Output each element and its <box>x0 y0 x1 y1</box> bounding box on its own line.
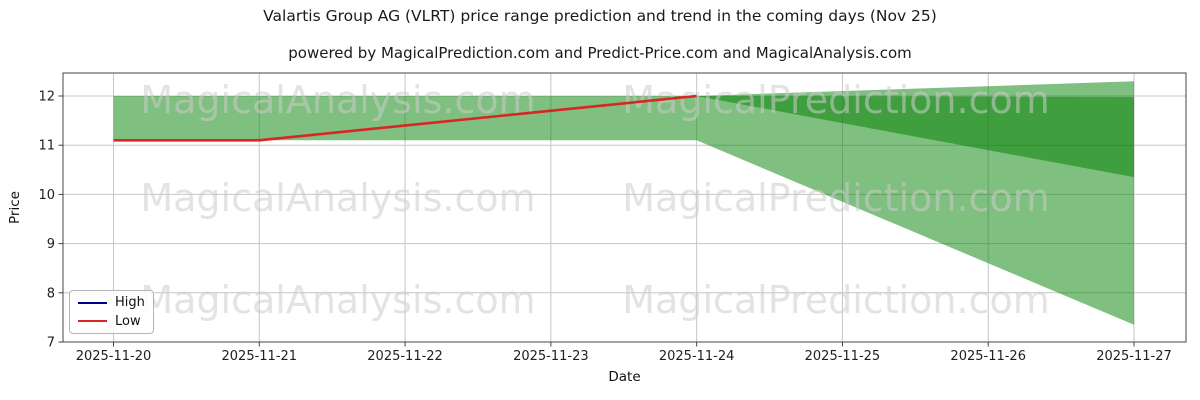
legend: High Low <box>69 290 154 334</box>
watermark-text: MagicalAnalysis.com <box>140 176 535 220</box>
chart-generated-content: MagicalAnalysis.com MagicalPrediction.com… <box>38 72 1187 364</box>
x-tick-label: 2025-11-21 <box>222 349 298 364</box>
plot-border <box>62 72 1187 343</box>
watermark-text: MagicalAnalysis.com <box>140 78 535 122</box>
watermark-text: MagicalPrediction.com <box>622 176 1050 220</box>
legend-entry-low: Low <box>78 315 153 328</box>
x-tick-label: 2025-11-25 <box>805 349 881 364</box>
y-tick-label: 7 <box>47 336 55 351</box>
low-line-swatch <box>78 320 107 323</box>
x-tick-label: 2025-11-20 <box>76 349 152 364</box>
legend-label-low: Low <box>115 313 141 329</box>
x-tick-label: 2025-11-24 <box>659 349 735 364</box>
x-axis-title: Date <box>608 369 640 385</box>
y-tick-label: 11 <box>38 139 55 154</box>
y-tick-label: 10 <box>38 188 55 203</box>
x-tick-label: 2025-11-26 <box>950 349 1026 364</box>
series-low-line <box>113 94 697 142</box>
x-tick-label: 2025-11-22 <box>367 349 443 364</box>
watermark-text: MagicalAnalysis.com <box>140 278 535 322</box>
y-tick-label: 9 <box>47 237 55 252</box>
watermark-text: MagicalPrediction.com <box>622 278 1050 322</box>
y-axis-title: Price <box>7 191 23 224</box>
high-prediction-band <box>696 81 1134 178</box>
legend-label-high: High <box>115 295 145 311</box>
x-tick-label: 2025-11-27 <box>1096 349 1172 364</box>
low-prediction-band <box>113 96 1134 325</box>
y-tick-label: 12 <box>38 90 55 105</box>
watermark-text: MagicalPrediction.com <box>622 78 1050 122</box>
x-tick-label: 2025-11-23 <box>513 349 589 364</box>
legend-entry-high: High <box>78 296 153 309</box>
chart-title: Valartis Group AG (VLRT) price range pre… <box>263 7 937 25</box>
high-line-swatch <box>78 301 107 304</box>
chart-subtitle: powered by MagicalPrediction.com and Pre… <box>288 44 912 62</box>
y-tick-label: 8 <box>47 286 55 301</box>
